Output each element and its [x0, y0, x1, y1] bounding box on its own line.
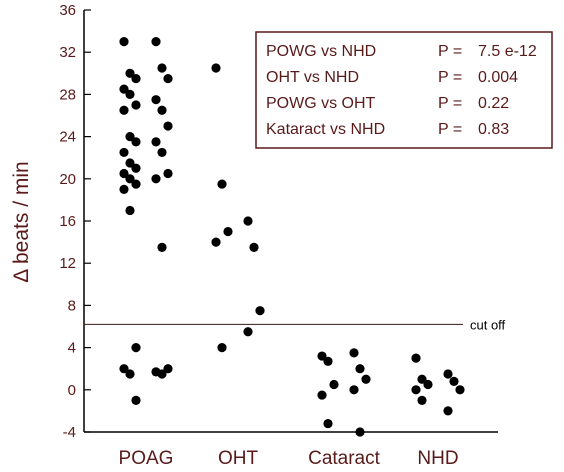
data-point-oht: [211, 63, 221, 73]
cut-off-label: cut off: [470, 317, 506, 332]
data-point-nhd: [423, 379, 433, 390]
data-point-nhd: [417, 374, 427, 384]
data-point-poag: [119, 184, 129, 194]
stat-p-value: 0.004: [478, 69, 518, 86]
stat-p-value: 7.5 e-12: [478, 43, 537, 60]
data-point-oht: [243, 327, 253, 337]
y-tick-label: 24: [59, 129, 76, 146]
data-point-nhd: [443, 369, 453, 379]
data-point-cataract: [355, 427, 365, 437]
data-point-poag: [119, 364, 129, 374]
stat-p-value: 0.22: [478, 95, 509, 112]
data-point-poag: [163, 364, 173, 374]
y-tick-label: 4: [68, 340, 76, 357]
y-tick-label: 28: [59, 86, 76, 103]
y-tick-label: 0: [68, 382, 76, 399]
data-points: [119, 37, 465, 437]
data-point-nhd: [443, 406, 453, 416]
data-point-oht: [211, 237, 221, 247]
y-tick-label: 36: [59, 2, 76, 19]
stat-comparison: Kataract vs NHD: [266, 121, 385, 138]
stat-p-prefix: P =: [438, 95, 462, 112]
data-point-poag: [125, 132, 135, 142]
data-point-cataract: [355, 364, 365, 374]
y-tick-label: 12: [59, 255, 76, 272]
data-point-poag: [125, 369, 135, 379]
data-point-poag: [119, 105, 129, 115]
data-point-poag: [163, 168, 173, 179]
data-point-cataract: [323, 356, 333, 366]
data-point-poag: [157, 63, 167, 73]
data-point-poag: [119, 147, 129, 158]
data-point-poag: [131, 137, 141, 147]
statistics-box: POWG vs NHD P = 7.5 e-12 OHT vs NHD P = 0.0…: [255, 31, 553, 149]
data-point-poag: [151, 37, 161, 47]
data-point-poag: [157, 105, 167, 115]
stat-comparison: OHT vs NHD: [266, 69, 359, 86]
data-point-poag: [119, 37, 129, 47]
data-point-poag: [131, 343, 141, 353]
data-point-poag: [125, 158, 135, 168]
data-point-oht: [243, 216, 253, 226]
data-point-poag: [151, 95, 161, 105]
data-point-cataract: [329, 379, 339, 390]
stat-p-value: 0.83: [478, 121, 509, 138]
y-tick-label: 16: [59, 213, 76, 230]
category-label-cataract: Cataract: [308, 448, 381, 469]
y-tick-label: 8: [68, 297, 76, 314]
data-point-poag: [157, 369, 167, 379]
data-point-poag: [119, 168, 129, 179]
stat-comparison: POWG vs NHD: [266, 43, 376, 60]
data-point-oht: [223, 226, 233, 237]
data-point-cataract: [317, 351, 327, 361]
data-point-poag: [157, 242, 167, 252]
y-ticks: -4 0 4 8 12 16 20 24 28 32 36: [59, 2, 91, 441]
data-point-oht: [249, 242, 259, 252]
data-point-poag: [125, 205, 135, 216]
cut-off-line-group: cut off: [84, 317, 506, 332]
statistics-box-frame: [255, 31, 553, 149]
data-point-poag: [119, 84, 129, 94]
data-point-poag: [125, 174, 135, 184]
data-point-cataract: [323, 418, 333, 429]
data-point-oht: [217, 179, 227, 189]
data-point-nhd: [411, 385, 421, 395]
data-point-poag: [163, 121, 173, 131]
data-point-cataract: [349, 348, 359, 358]
category-label-oht: OHT: [218, 448, 259, 469]
data-point-poag: [131, 73, 141, 84]
data-point-poag: [151, 174, 161, 184]
data-point-poag: [125, 89, 135, 99]
data-point-poag: [151, 137, 161, 147]
y-tick-label: -4: [63, 424, 76, 441]
data-point-poag: [131, 395, 141, 405]
category-label-nhd: NHD: [417, 448, 458, 469]
data-point-cataract: [317, 390, 327, 400]
data-point-poag: [125, 68, 135, 78]
data-point-cataract: [361, 374, 371, 384]
stat-comparison: POWG vs OHT: [266, 95, 376, 112]
data-point-poag: [163, 73, 173, 84]
data-point-nhd: [455, 385, 465, 395]
data-point-poag: [131, 100, 141, 110]
data-point-nhd: [449, 376, 459, 386]
data-point-oht: [217, 343, 227, 353]
category-labels: POAG OHT Cataract NHD: [119, 448, 459, 469]
category-label-poag: POAG: [119, 448, 174, 469]
data-point-poag: [131, 179, 141, 189]
y-tick-label: 20: [59, 171, 76, 188]
stat-p-prefix: P =: [438, 43, 462, 60]
data-point-nhd: [411, 353, 421, 363]
data-point-cataract: [349, 385, 359, 395]
stat-p-prefix: P =: [438, 121, 462, 138]
y-axis-label: Δ beats / min: [10, 161, 33, 282]
stat-p-prefix: P =: [438, 69, 462, 86]
data-point-oht: [255, 306, 265, 316]
data-point-poag: [131, 163, 141, 173]
y-tick-label: 32: [59, 44, 76, 61]
data-point-poag: [157, 147, 167, 158]
data-point-nhd: [417, 395, 427, 405]
